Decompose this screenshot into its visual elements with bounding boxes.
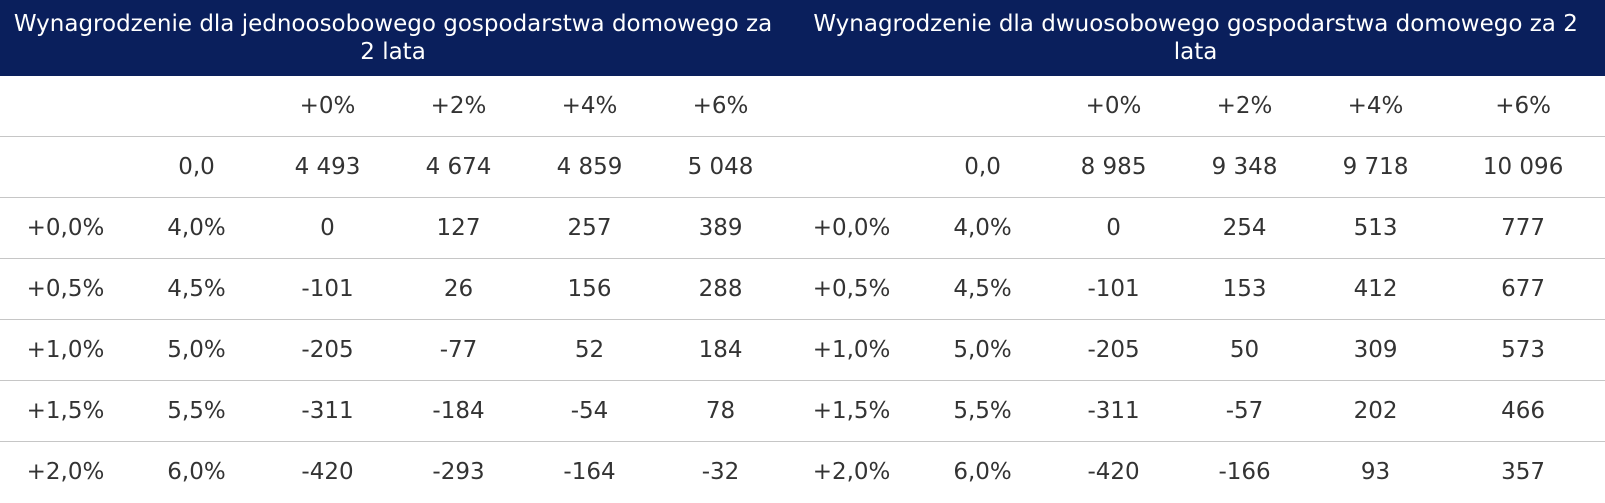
table-cell <box>0 76 131 137</box>
table-cell: 156 <box>524 258 655 320</box>
table-cell: 93 <box>1360 459 1391 485</box>
table-cell: 9 348 <box>1179 136 1311 198</box>
table-cell: +1,0% <box>0 319 131 381</box>
table-cell: -420 <box>1087 459 1140 485</box>
table-cell: +6% <box>1441 76 1605 137</box>
table-cell: -77 <box>393 319 524 381</box>
table-cell: 4 674 <box>393 136 524 198</box>
table-cell: 357 <box>1501 459 1546 485</box>
table-cell: +0,0% <box>786 197 918 259</box>
table-cell: +6% <box>655 76 787 137</box>
table-row: +1,5% 5,5% -311 -184 -54 78 +1,5% 5,5% -311 -57 20… <box>0 380 1605 442</box>
table-cell: +1,0% <box>786 319 918 381</box>
table-cell: -32 <box>701 459 740 485</box>
table-cell: 50 <box>1179 319 1311 381</box>
table-cell: 677 <box>1441 258 1605 320</box>
table-cell: 5 048 <box>655 136 787 198</box>
table-cell: -293 <box>432 459 485 485</box>
table-cell <box>786 76 918 137</box>
table-cell: +0,5% <box>0 258 131 320</box>
table-cell: -311 <box>1048 380 1180 442</box>
table-cell: 777 <box>1441 197 1605 259</box>
table-cell: +0% <box>1048 76 1180 137</box>
table-cell: 257 <box>524 197 655 259</box>
table-cell: +0% <box>262 76 393 137</box>
table-body: +0% +2% +4% +6% +0% +2% +4% +6% 0,0 4 493 4 674 4 8… <box>0 76 1605 502</box>
table-cell: +2,0% <box>26 459 105 485</box>
table-cell: 4 859 <box>524 136 655 198</box>
table-cell: -205 <box>1048 319 1180 381</box>
table-cell: +1,5% <box>786 380 918 442</box>
table-cell: +4% <box>1310 76 1442 137</box>
table-cell: 4 493 <box>262 136 393 198</box>
table-cell: 389 <box>655 197 787 259</box>
table-cell: 5,0% <box>131 319 262 381</box>
table-cell: -205 <box>262 319 393 381</box>
table-cell: -420 <box>301 459 354 485</box>
table-cell: +2% <box>1179 76 1311 137</box>
header-single-household: Wynagrodzenie dla jednoosobowego gospoda… <box>0 0 787 76</box>
table-cell: 202 <box>1310 380 1442 442</box>
table-cell: -311 <box>262 380 393 442</box>
table-cell <box>786 136 918 198</box>
table-cell: 9 718 <box>1310 136 1442 198</box>
table-cell: 466 <box>1441 380 1605 442</box>
table-cell: +4% <box>524 76 655 137</box>
table-cell: 184 <box>655 319 787 381</box>
table-row: +1,0% 5,0% -205 -77 52 184 +1,0% 5,0% -205 50 309 5… <box>0 319 1605 381</box>
table-cell: 26 <box>393 258 524 320</box>
table-cell: -57 <box>1179 380 1311 442</box>
table-row: +2,0% 6,0% -420 -293 -164 -32 +2,0% 6,0% -420 -16… <box>0 442 1605 503</box>
table-cell: 6,0% <box>167 459 226 485</box>
table-cell: 0,0 <box>917 136 1049 198</box>
table-cell <box>917 76 1049 137</box>
header-two-person-household: Wynagrodzenie dla dwuosobowego gospodars… <box>786 0 1605 76</box>
table-cell: 309 <box>1310 319 1442 381</box>
table-cell: 52 <box>524 319 655 381</box>
table-cell: -101 <box>1048 258 1180 320</box>
table-cell: -164 <box>563 459 616 485</box>
table-row: +0% +2% +4% +6% +0% +2% +4% +6% <box>0 76 1605 137</box>
table-cell: 153 <box>1179 258 1311 320</box>
table-cell: 0 <box>262 197 393 259</box>
table-cell: 78 <box>655 380 787 442</box>
table-cell: +0,5% <box>786 258 918 320</box>
table-cell: 6,0% <box>953 459 1012 485</box>
table-cell: 4,5% <box>917 258 1049 320</box>
table-cell: 412 <box>1310 258 1442 320</box>
table-cell: +0,0% <box>0 197 131 259</box>
table-cell <box>131 76 262 137</box>
table-cell: +1,5% <box>0 380 131 442</box>
table-cell: 254 <box>1179 197 1311 259</box>
table-row: 0,0 4 493 4 674 4 859 5 048 0,0 8 985 9 348 9 71… <box>0 136 1605 198</box>
table-cell: 4,5% <box>131 258 262 320</box>
table-cell: 5,5% <box>917 380 1049 442</box>
table-cell: 127 <box>393 197 524 259</box>
table-cell: -166 <box>1218 459 1271 485</box>
table-cell: 4,0% <box>131 197 262 259</box>
table-cell <box>0 136 131 198</box>
table-cell: 5,5% <box>131 380 262 442</box>
table-cell: +2,0% <box>812 459 891 485</box>
table-cell: 5,0% <box>917 319 1049 381</box>
table-cell: 513 <box>1310 197 1442 259</box>
table-cell: 573 <box>1441 319 1605 381</box>
table-cell: 0 <box>1048 197 1180 259</box>
table-cell: 4,0% <box>917 197 1049 259</box>
table-cell: -101 <box>262 258 393 320</box>
table-header-row: Wynagrodzenie dla jednoosobowego gospoda… <box>0 0 1605 76</box>
table-row: +0,5% 4,5% -101 26 156 288 +0,5% 4,5% -101 153 412… <box>0 258 1605 320</box>
table-cell: +2% <box>393 76 524 137</box>
table-cell: 8 985 <box>1048 136 1180 198</box>
table-row: +0,0% 4,0% 0 127 257 389 +0,0% 4,0% 0 254 513 777 <box>0 197 1605 259</box>
table-cell: -54 <box>524 380 655 442</box>
table-cell: 0,0 <box>131 136 262 198</box>
table-cell: -184 <box>393 380 524 442</box>
table-cell: 288 <box>655 258 787 320</box>
table-cell: 10 096 <box>1441 136 1605 198</box>
